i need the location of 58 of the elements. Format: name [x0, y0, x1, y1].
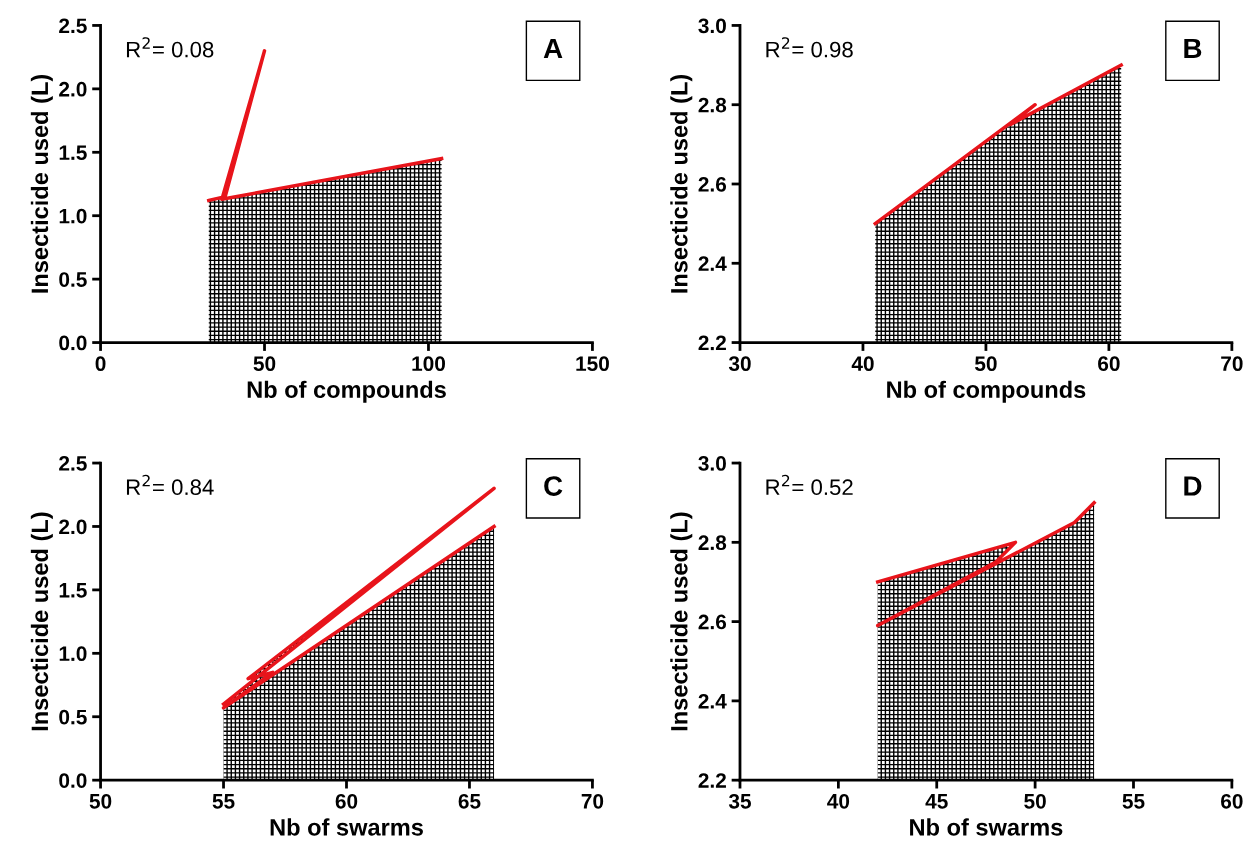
annotation: R$^{2}$= 0.98	[766, 37, 853, 58]
y-tick-label: 1.5	[59, 583, 87, 598]
x-axis-title: Nb of compounds	[247, 380, 446, 403]
x-tick-label: 0	[95, 356, 106, 372]
y-tick-label: 0.5	[59, 272, 87, 287]
y-tick-label: 2.0	[59, 81, 87, 97]
x-tick-label: 150	[576, 356, 609, 372]
x-axis-title: Nb of compounds	[887, 380, 1086, 403]
x-tick-label: 50	[974, 356, 997, 372]
y-tick-label: 2.5	[59, 456, 87, 471]
annotation: C	[544, 476, 563, 496]
y-tick-label: 2.4	[698, 256, 727, 271]
x-tick-label: 60	[335, 793, 358, 809]
x-tick-label: 35	[728, 793, 751, 809]
x-tick-label: 60	[1221, 793, 1243, 809]
y-tick-label: 3.0	[698, 18, 726, 34]
x-tick-label: 50	[89, 793, 112, 809]
y-tick-label: 2.6	[698, 177, 727, 192]
x-tick-label: 40	[851, 356, 874, 372]
annotation: R$^{2}$= 0.52	[766, 474, 853, 496]
x-axis-title: Nb of swarms	[270, 818, 423, 836]
x-tick-label: 100	[412, 356, 445, 372]
annotation: A	[543, 38, 563, 58]
y-axis-title: Insecticide used (L)	[670, 512, 693, 731]
y-tick-label: 2.8	[698, 97, 727, 113]
x-tick-label: 30	[728, 356, 751, 372]
y-tick-label: 2.0	[59, 519, 87, 535]
y-tick-label: 3.0	[698, 456, 726, 471]
y-tick-label: 1.0	[59, 208, 87, 224]
y-axis-title: Insecticide used (L)	[30, 74, 53, 293]
y-tick-label: 2.4	[698, 693, 727, 709]
y-tick-label: 1.5	[59, 145, 87, 161]
annotation: B	[1184, 38, 1202, 58]
y-tick-label: 1.0	[59, 646, 87, 662]
x-tick-label: 55	[212, 794, 235, 809]
x-tick-label: 45	[925, 794, 948, 809]
y-tick-label: 2.6	[698, 614, 727, 630]
x-tick-label: 50	[1024, 793, 1046, 809]
x-tick-label: 50	[253, 356, 276, 372]
y-tick-label: 0.0	[59, 335, 87, 351]
y-tick-label: 0.0	[59, 773, 87, 788]
annotation: R$^{2}$= 0.84	[126, 474, 214, 496]
y-tick-label: 0.5	[59, 709, 87, 725]
x-tick-label: 65	[458, 793, 481, 809]
y-axis-title: Insecticide used (L)	[670, 74, 693, 293]
x-tick-label: 60	[1098, 356, 1120, 372]
x-tick-label: 70	[1221, 356, 1243, 372]
x-axis-title: Nb of swarms	[910, 818, 1063, 836]
y-tick-label: 2.5	[59, 18, 87, 34]
annotation: D	[1184, 476, 1202, 496]
x-tick-label: 55	[1122, 794, 1145, 809]
y-axis-title: Insecticide used (L)	[30, 512, 53, 731]
y-tick-label: 2.2	[698, 773, 726, 788]
y-tick-label: 2.8	[698, 535, 727, 551]
x-tick-label: 70	[581, 793, 604, 809]
x-tick-label: 40	[827, 793, 850, 809]
annotation: R$^{2}$= 0.08	[126, 37, 214, 58]
y-tick-label: 2.2	[698, 335, 726, 351]
